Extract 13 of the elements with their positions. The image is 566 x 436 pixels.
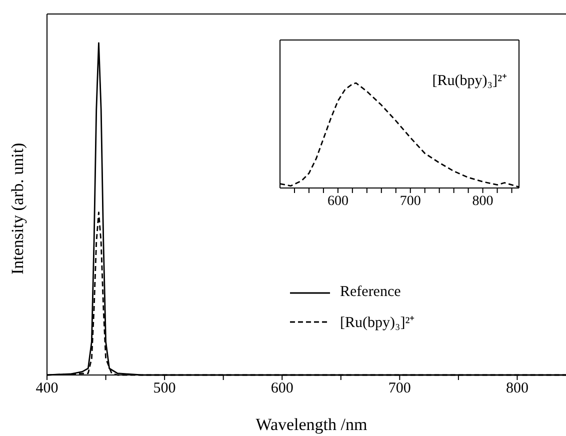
legend-label: Reference: [340, 284, 401, 301]
text: [Ru(bpy)₃]²⁺: [432, 72, 507, 90]
x-axis-title: Wavelength /nm: [256, 415, 368, 434]
legend-label: [Ru(bpy)₃]²⁺: [340, 314, 415, 332]
x-tick-label: 400: [36, 380, 58, 397]
x-tick-label: 700: [388, 380, 411, 397]
x-tick-label: 700: [400, 194, 421, 209]
x-tick-label: 500: [153, 380, 176, 397]
x-tick-label: 600: [327, 194, 348, 209]
y-axis-title: Intensity (arb. unit): [8, 142, 28, 274]
x-tick-label: 800: [506, 380, 528, 397]
x-tick-label: 600: [270, 380, 294, 397]
x-tick-label: 800: [472, 194, 494, 209]
